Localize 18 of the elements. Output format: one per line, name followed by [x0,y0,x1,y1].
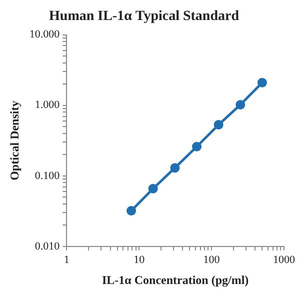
point [214,120,224,130]
y-tick-label: 10.000 [29,28,60,41]
y-tick-label: 1.000 [34,99,60,112]
x-tick-label: 100 [203,254,220,266]
point [170,163,180,173]
y-tick-label: 0.010 [34,240,60,252]
point [257,78,267,88]
x-tick-label: 1000 [273,254,296,266]
point [192,142,202,152]
y-tick-label: 0.100 [34,170,60,182]
point [148,184,158,194]
x-axis-title: IL-1α Concentration (pg/ml) [102,272,249,287]
point [126,206,136,216]
y-axis-title: Optical Density [7,100,22,180]
chart-title: Human IL-1α Typical Standard [49,9,240,24]
x-tick-label: 10 [134,254,146,266]
x-tick-label: 1 [64,254,70,266]
point [236,100,246,110]
